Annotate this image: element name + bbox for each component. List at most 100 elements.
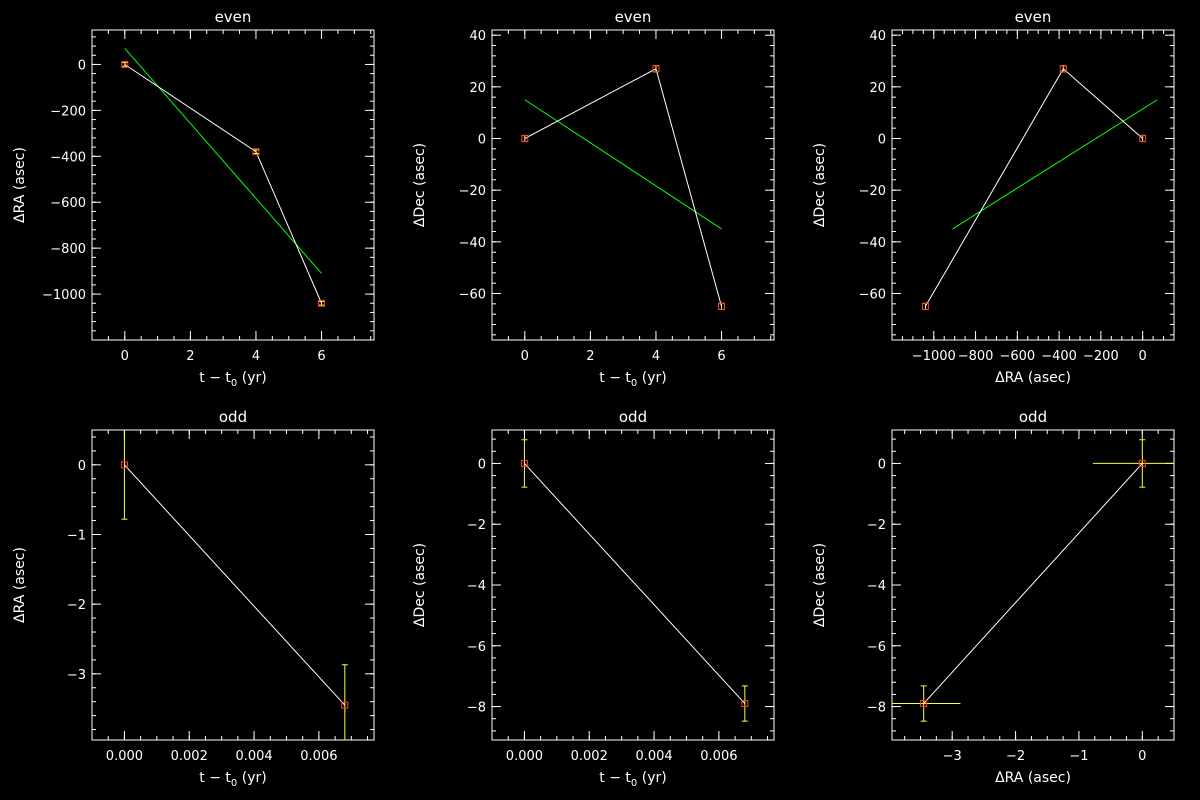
data-point (341, 701, 349, 709)
plot-area (121, 48, 326, 307)
x-axis-label: t − t0 (yr) (599, 370, 666, 389)
x-tick-label: 0 (121, 349, 129, 364)
y-tick-label: 40 (869, 29, 886, 44)
x-tick-label: 0 (1138, 749, 1146, 764)
fit-line (952, 99, 1158, 230)
y-tick-label: 0 (478, 457, 486, 472)
panel-title: odd (619, 408, 647, 426)
data-point (252, 148, 260, 156)
y-axis-label: ΔDec (asec) (412, 143, 428, 227)
y-axis-label: ΔDec (asec) (812, 143, 828, 227)
y-tick-label: −4 (467, 579, 486, 594)
x-tick-label: 0.002 (171, 749, 208, 764)
x-tick-label: −800 (958, 349, 994, 364)
panel-4: odd 0.000 0.002 0.004 0.006 0 −1 −2 −3 t − t0 (yr… (12, 408, 375, 789)
x-tick-label: 4 (252, 349, 260, 364)
y-tick-label: 0 (478, 133, 486, 148)
y-tick-label: −200 (50, 104, 86, 119)
plot-frame (891, 29, 1175, 341)
y-tick-label: −6 (867, 640, 886, 655)
data-point (1139, 135, 1147, 142)
x-axis-label: ΔRA (asec) (995, 770, 1071, 786)
plot-area (120, 430, 349, 740)
x-tick-label: 0.000 (506, 749, 543, 764)
y-tick-label: −800 (50, 242, 86, 257)
x-tick-label: 6 (317, 349, 325, 364)
x-tick-label: 0.006 (700, 749, 737, 764)
y-tick-label: −40 (459, 236, 486, 251)
y-tick-label: −2 (467, 518, 486, 533)
series-line (124, 64, 322, 304)
x-tick-label: 0 (1139, 349, 1147, 364)
y-tick-label: −20 (859, 184, 886, 199)
data-point (121, 60, 129, 68)
panel-3: even −1000 −800 −600 −400 −200 0 40 20 0 −20 −40 −60… (812, 8, 1175, 386)
y-tick-label: 40 (469, 29, 486, 44)
plot-area (520, 439, 749, 722)
y-tick-label: 0 (78, 58, 86, 73)
y-tick-label: −3 (67, 668, 86, 683)
x-axis-label: t − t0 (yr) (199, 370, 266, 389)
x-tick-label: −400 (1041, 349, 1077, 364)
fit-line (524, 99, 722, 230)
y-axis-label: ΔRA (asec) (12, 547, 28, 623)
panel-title: odd (219, 408, 247, 426)
y-tick-label: 20 (469, 81, 486, 96)
y-tick-label: −2 (867, 518, 886, 533)
x-tick-label: 6 (717, 349, 725, 364)
plot-frame (891, 429, 1175, 741)
x-tick-label: 0 (521, 349, 529, 364)
data-point (741, 700, 749, 708)
plot-frame (491, 429, 775, 741)
x-tick-label: 4 (652, 349, 660, 364)
series-line (923, 463, 1143, 704)
y-tick-label: 0 (878, 133, 886, 148)
data-point (920, 700, 928, 708)
y-tick-label: −400 (50, 150, 86, 165)
x-tick-label: −2 (1006, 749, 1025, 764)
panel-6: odd −3 −2 −1 0 0 −2 −4 −6 −8 ΔRA (asec) ΔDec (asec) (812, 408, 1175, 786)
x-axis-label: ΔRA (asec) (995, 370, 1071, 386)
y-tick-label: −60 (859, 288, 886, 303)
y-axis-label: ΔRA (asec) (12, 147, 28, 223)
x-axis-label: t − t0 (yr) (199, 770, 266, 789)
data-point (318, 299, 326, 307)
y-tick-label: 0 (78, 459, 86, 474)
plot-area (892, 439, 1174, 722)
x-tick-label: −600 (999, 349, 1035, 364)
data-point (521, 135, 529, 142)
y-tick-label: −4 (867, 579, 886, 594)
y-tick-label: −20 (459, 184, 486, 199)
x-tick-label: 2 (586, 349, 594, 364)
data-point (921, 302, 929, 310)
fit-line (124, 48, 322, 274)
data-point (718, 302, 726, 310)
y-tick-label: −600 (50, 196, 86, 211)
y-axis-label: ΔDec (asec) (412, 543, 428, 627)
panel-1: even 0 2 4 6 0 −200 −400 −600 −800 −1000 t − t0 (yr… (12, 8, 375, 389)
x-axis-label: t − t0 (yr) (599, 770, 666, 789)
data-point (120, 461, 128, 469)
y-tick-label: −1000 (42, 288, 86, 303)
series-line (524, 463, 746, 704)
y-tick-label: −40 (859, 236, 886, 251)
x-tick-label: −1 (1069, 749, 1088, 764)
data-point (520, 459, 528, 467)
y-axis-label: ΔDec (asec) (812, 543, 828, 627)
x-tick-label: −200 (1083, 349, 1119, 364)
panel-title: even (615, 8, 652, 26)
x-tick-label: 0.004 (235, 749, 272, 764)
data-point (1059, 65, 1067, 73)
panel-5: odd 0.000 0.002 0.004 0.006 0 −2 −4 −6 −8 t − t0 (… (412, 408, 775, 789)
y-tick-label: −60 (459, 288, 486, 303)
y-tick-label: −6 (467, 640, 486, 655)
y-tick-label: −8 (467, 701, 486, 716)
data-point (1138, 459, 1146, 467)
panel-title: odd (1019, 408, 1047, 426)
series-line (924, 67, 1143, 307)
x-tick-label: 0.004 (635, 749, 672, 764)
plot-frame (91, 429, 375, 741)
plot-area (921, 65, 1158, 311)
x-tick-label: 0.006 (300, 749, 337, 764)
